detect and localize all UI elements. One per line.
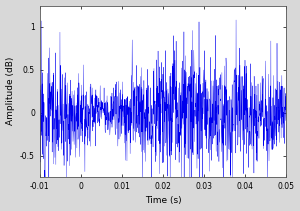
Y-axis label: Amplitude (dB): Amplitude (dB)	[6, 57, 15, 126]
X-axis label: Time (s): Time (s)	[145, 196, 181, 206]
